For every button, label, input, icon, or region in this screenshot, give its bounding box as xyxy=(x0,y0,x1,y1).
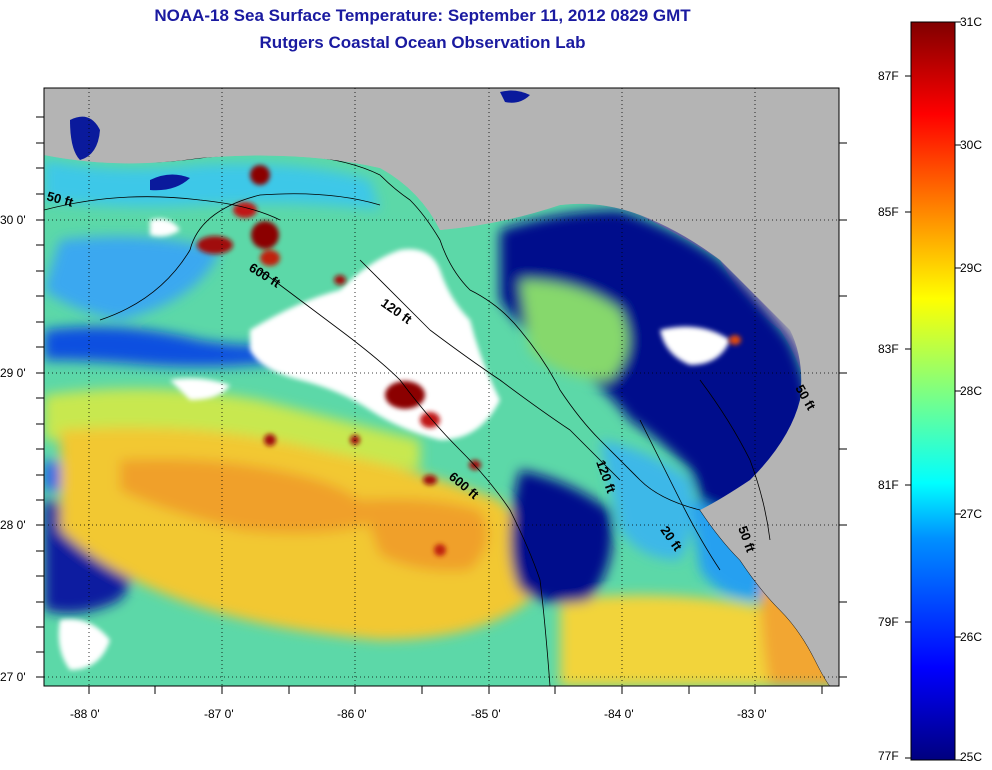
chart-title: NOAA-18 Sea Surface Temperature: Septemb… xyxy=(154,6,691,25)
colorbar xyxy=(910,21,956,761)
isobath-120ft xyxy=(359,259,621,481)
colorbar-fahrenheit-label: 79F xyxy=(878,615,899,629)
contour-label: 50 ft xyxy=(45,188,75,210)
lat-tick-label: 29 0' xyxy=(0,366,26,380)
colorbar-celsius-label: 28C xyxy=(960,384,983,398)
lat-tick-label: 28 0' xyxy=(0,518,26,532)
lon-tick-label: -88 0' xyxy=(70,707,100,721)
colorbar-fahrenheit-label: 77F xyxy=(878,749,899,763)
lon-tick-label: -85 0' xyxy=(471,707,501,721)
map-frame xyxy=(43,87,840,687)
sst-field: 50 ft 600 ft 120 ft 600 ft 120 ft 20 ft … xyxy=(44,88,839,686)
lon-tick-label: -84 0' xyxy=(604,707,634,721)
colorbar-celsius-label: 26C xyxy=(960,630,983,644)
colorbar-celsius-label: 30C xyxy=(960,138,983,152)
lon-tick-label: -87 0' xyxy=(204,707,234,721)
warm-eddies xyxy=(197,165,741,556)
lat-lon-grid xyxy=(44,88,839,686)
chart-subtitle: Rutgers Coastal Ocean Observation Lab xyxy=(259,33,586,52)
isobath-50ft-east xyxy=(699,379,771,541)
axis-ticks xyxy=(36,116,847,694)
cloud-mask xyxy=(58,218,730,670)
lon-tick-label: -83 0' xyxy=(737,707,767,721)
isobath-600ft-north xyxy=(99,193,381,321)
lon-tick-label: -86 0' xyxy=(337,707,367,721)
colorbar-fahrenheit-label: 87F xyxy=(878,69,899,83)
colorbar-fahrenheit-label: 85F xyxy=(878,205,899,219)
colorbar-celsius-label: 25C xyxy=(960,750,983,764)
land-mass xyxy=(44,88,839,686)
bay xyxy=(70,116,100,160)
colorbar-ticks xyxy=(905,21,961,761)
lat-tick-label: 30 0' xyxy=(0,213,26,227)
colorbar-fahrenheit-label: 83F xyxy=(878,342,899,356)
colorbar-celsius-label: 31C xyxy=(960,15,983,29)
isobath-20ft xyxy=(639,419,721,571)
colorbar-fahrenheit-label: 81F xyxy=(878,478,899,492)
colorbar-celsius-label: 29C xyxy=(960,261,983,275)
lat-tick-label: 27 0' xyxy=(0,670,26,684)
isobath-50ft xyxy=(44,196,281,221)
colorbar-celsius-label: 27C xyxy=(960,507,983,521)
lake xyxy=(500,90,530,103)
isobath-600ft xyxy=(259,269,551,686)
